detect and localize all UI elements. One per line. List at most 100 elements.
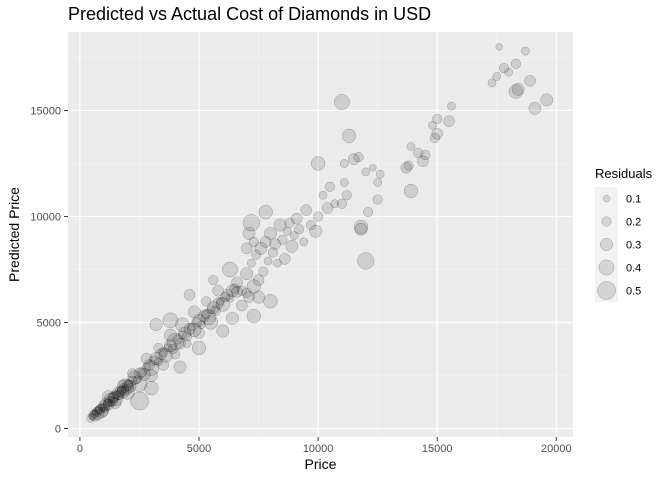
legend-key: [600, 238, 613, 251]
data-point: [118, 379, 128, 389]
data-point: [167, 343, 178, 355]
data-point: [324, 181, 336, 192]
data-point: [336, 198, 347, 209]
data-point: [334, 94, 350, 110]
data-point: [173, 360, 187, 374]
data-point: [120, 385, 135, 400]
legend-key: [598, 259, 615, 276]
data-point: [142, 362, 151, 372]
data-point: [498, 62, 509, 74]
data-point: [144, 369, 158, 382]
data-point: [118, 383, 130, 394]
data-point: [198, 310, 210, 322]
data-point: [357, 252, 375, 270]
data-point: [406, 142, 416, 151]
data-point: [103, 392, 119, 408]
data-point: [187, 322, 202, 338]
data-point: [107, 392, 120, 404]
data-point: [273, 258, 282, 268]
data-point: [187, 305, 201, 319]
data-point: [524, 75, 536, 87]
data-point: [117, 386, 126, 395]
data-point: [94, 403, 109, 419]
data-point: [153, 342, 164, 353]
data-point: [252, 290, 266, 304]
data-point: [372, 194, 383, 205]
data-point: [162, 312, 179, 329]
data-point: [163, 343, 173, 353]
data-point: [92, 408, 100, 417]
data-point: [111, 387, 125, 400]
data-point: [212, 284, 224, 297]
data-point: [254, 241, 268, 255]
legend-key: [601, 216, 612, 227]
data-point: [114, 389, 125, 401]
data-point: [221, 289, 234, 301]
data-point: [216, 296, 225, 306]
data-point: [263, 294, 278, 309]
data-point: [222, 261, 238, 278]
data-point: [508, 84, 523, 99]
data-point: [305, 219, 317, 231]
data-point: [432, 113, 443, 124]
data-point: [240, 267, 254, 281]
data-point: [225, 284, 239, 298]
data-point: [203, 315, 219, 330]
data-point: [88, 410, 99, 421]
data-point: [528, 101, 542, 115]
data-point: [294, 224, 305, 235]
data-point: [309, 224, 323, 238]
data-point: [236, 285, 247, 296]
data-point: [236, 299, 248, 312]
data-point: [285, 239, 299, 253]
data-point: [417, 155, 429, 168]
data-point: [94, 405, 104, 415]
data-point: [216, 324, 230, 338]
data-point: [206, 301, 220, 315]
data-point: [98, 402, 107, 412]
data-point: [163, 339, 177, 353]
data-point: [158, 348, 173, 363]
data-point: [215, 297, 230, 312]
data-point: [267, 247, 278, 258]
data-point: [163, 328, 177, 342]
data-point: [177, 330, 187, 340]
data-point: [104, 395, 115, 407]
data-point: [310, 156, 326, 171]
data-point: [91, 407, 105, 421]
data-point: [504, 67, 514, 77]
data-point: [102, 399, 115, 411]
data-point: [130, 391, 149, 411]
data-point: [148, 355, 159, 366]
data-point: [158, 347, 169, 358]
data-point: [95, 404, 106, 415]
data-point: [99, 397, 113, 411]
data-point: [492, 72, 502, 81]
data-point: [373, 178, 383, 187]
data-points: [86, 43, 554, 423]
legend-key: [597, 281, 616, 300]
data-point: [172, 334, 183, 345]
data-point: [299, 237, 309, 247]
data-point: [348, 153, 360, 165]
data-point: [183, 323, 196, 335]
data-point: [193, 327, 205, 339]
data-point: [375, 169, 385, 179]
data-point: [201, 308, 212, 320]
legend-key: [602, 194, 611, 203]
data-point: [290, 212, 303, 225]
data-point: [277, 234, 288, 245]
legend-key-background: [595, 187, 618, 302]
data-point: [429, 132, 440, 144]
data-point: [102, 390, 115, 404]
data-point: [191, 340, 207, 356]
data-point: [279, 253, 291, 265]
data-point: [182, 339, 192, 349]
plot-panel: [68, 32, 573, 437]
data-point: [487, 78, 497, 88]
x-tick-label: 15000: [422, 443, 453, 455]
data-point: [341, 128, 357, 144]
data-point: [183, 289, 196, 301]
data-point: [339, 178, 349, 187]
data-point: [252, 274, 265, 286]
